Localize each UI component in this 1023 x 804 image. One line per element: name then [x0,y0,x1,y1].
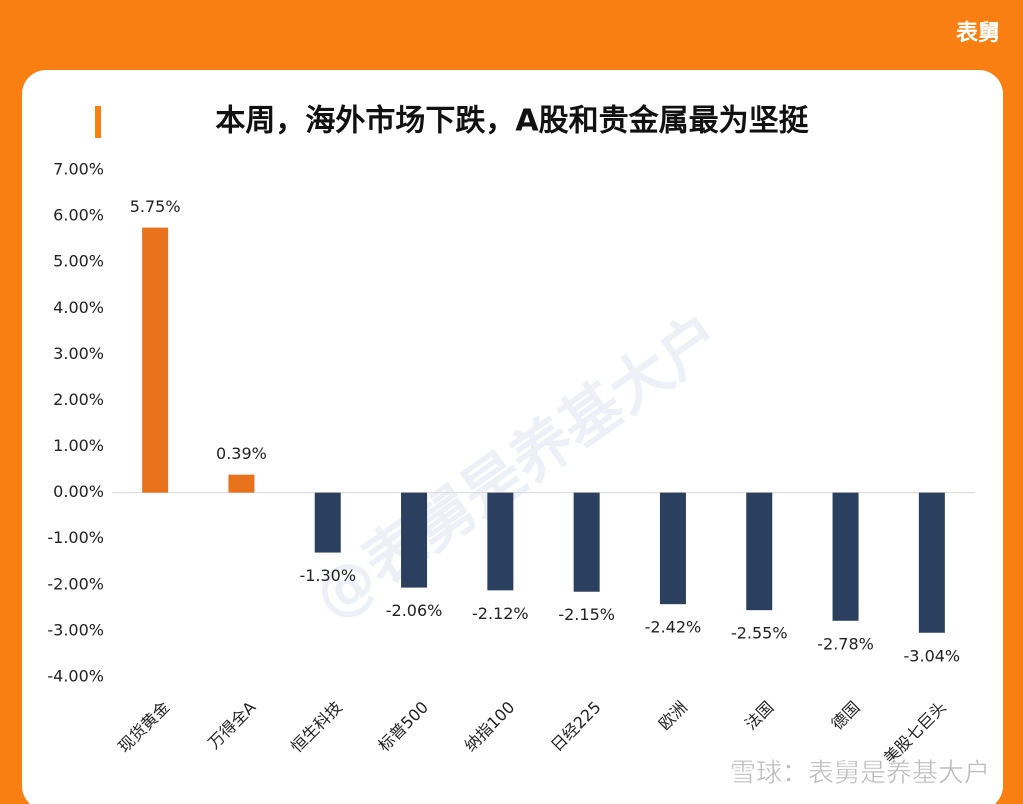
title-marker [95,106,101,138]
y-tick-label: 5.00% [53,252,104,271]
chart-title: 本周，海外市场下跌，A股和贵金属最为坚挺 [215,104,809,139]
y-tick-label: -4.00% [47,667,104,686]
bar [314,492,341,553]
bar [487,492,514,591]
value-label: 0.39% [216,444,267,463]
y-tick-label: 0.00% [53,482,104,501]
value-label: -2.78% [817,634,874,653]
value-label: -2.15% [558,605,615,624]
bar [918,492,945,633]
y-tick-label: -1.00% [47,528,104,547]
y-tick-label: 6.00% [53,206,104,225]
y-tick-label: 2.00% [53,390,104,409]
bar [142,227,169,493]
bar [228,474,255,493]
y-tick-label: 4.00% [53,298,104,317]
y-tick-label: 1.00% [53,436,104,455]
brand: 表舅 [956,21,1000,46]
value-label: -2.12% [472,604,529,623]
footer: 雪球：表舅是养基大户 [730,759,990,789]
value-label: -2.55% [731,624,788,643]
value-label: -2.42% [645,618,702,637]
bar [401,492,428,588]
value-label: -2.06% [386,601,443,620]
bar [659,492,686,605]
value-label: 5.75% [130,197,181,216]
value-label: -3.04% [904,646,961,665]
y-tick-label: 3.00% [53,344,104,363]
y-tick-label: -3.00% [47,620,104,639]
card [22,70,1003,804]
bar [746,492,773,611]
bar [573,492,600,592]
value-label: -1.30% [299,566,356,585]
bar [832,492,859,621]
y-tick-label: -2.00% [47,574,104,593]
y-tick-label: 7.00% [53,160,104,179]
